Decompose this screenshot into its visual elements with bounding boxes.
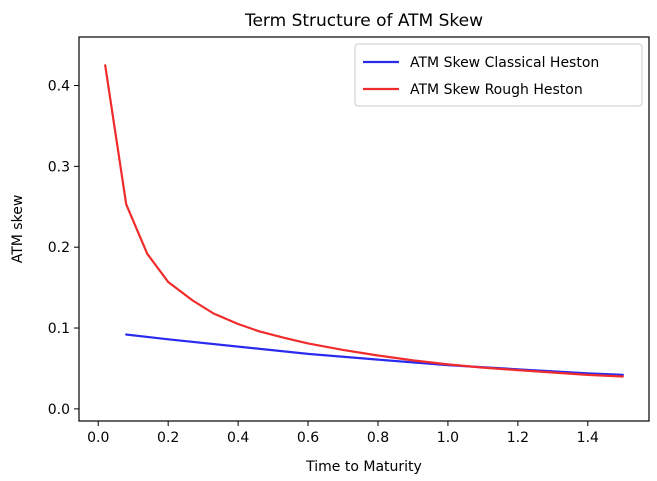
x-tick-label: 0.6 [297,430,319,446]
series-line-classical-heston [125,333,624,376]
series-line-rough-heston [104,64,624,378]
y-tick-label: 0.1 [48,321,70,337]
plot-frame [78,36,650,422]
y-tick-label: 0.2 [48,240,70,256]
x-tick-label: 0.8 [367,430,389,446]
x-tick-label: 0.4 [227,430,249,446]
legend-box [354,43,643,107]
legend-label: ATM Skew Classical Heston [410,55,599,71]
y-tick-label: 0.3 [48,159,70,175]
x-tick-label: 0.2 [157,430,179,446]
legend-label: ATM Skew Rough Heston [410,82,583,98]
chart-title: Term Structure of ATM Skew [244,11,483,31]
x-tick-label: 1.0 [437,430,459,446]
x-axis-label: Time to Maturity [305,459,422,475]
y-axis: 0.0 0.1 0.2 0.3 0.4 [48,79,79,418]
legend: ATM Skew Classical Heston ATM Skew Rough … [354,43,643,107]
y-tick-label: 0.4 [48,79,70,95]
y-tick-label: 0.0 [48,402,70,418]
x-tick-label: 1.4 [577,430,599,446]
x-tick-label: 0.0 [87,430,109,446]
x-tick-label: 1.2 [507,430,529,446]
y-axis-label: ATM skew [10,195,26,264]
series-layer [104,64,624,378]
x-axis: 0.0 0.2 0.4 0.6 0.8 1.0 1.2 1.4 [87,421,599,446]
